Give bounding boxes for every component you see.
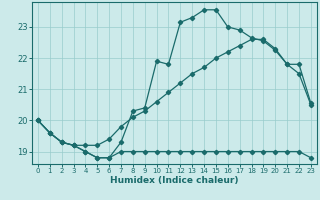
X-axis label: Humidex (Indice chaleur): Humidex (Indice chaleur) bbox=[110, 176, 239, 185]
